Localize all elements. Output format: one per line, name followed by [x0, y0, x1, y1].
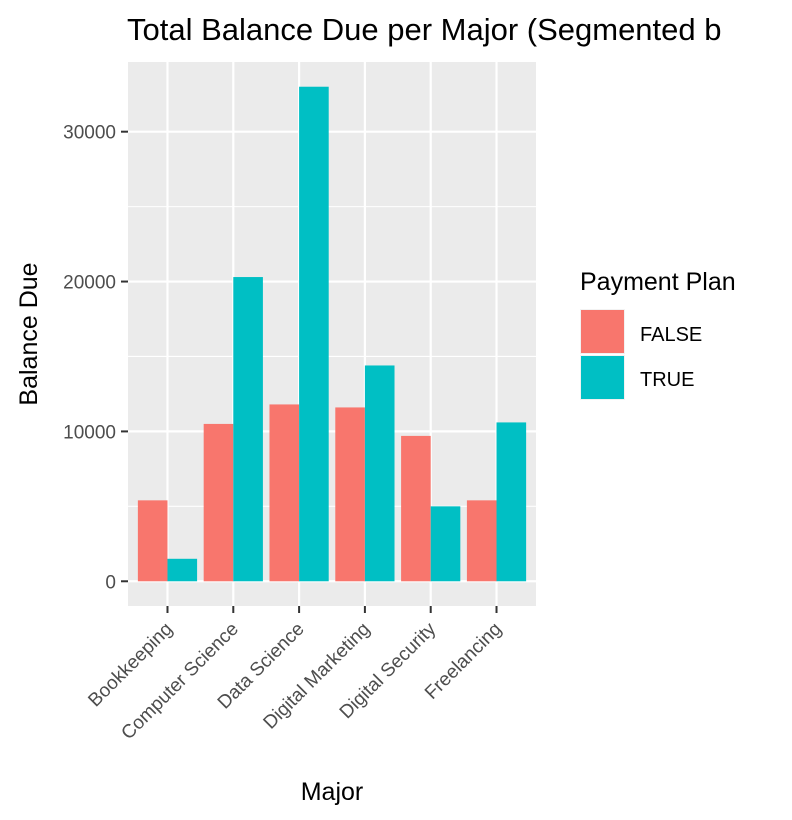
- legend-label-true: TRUE: [640, 369, 694, 391]
- bar-false: [137, 500, 168, 582]
- bar-true: [430, 506, 461, 582]
- bar-false: [269, 404, 300, 582]
- legend-title: Payment Plan: [580, 268, 736, 296]
- x-axis-title: Major: [301, 778, 364, 806]
- bar-false: [401, 435, 431, 582]
- bar-true: [364, 365, 395, 582]
- legend-label-false: FALSE: [640, 324, 702, 346]
- bar-true: [167, 558, 198, 582]
- y-tick-label: 20000: [63, 273, 116, 294]
- bar-false: [203, 423, 234, 582]
- x-tick-label: Computer Science: [117, 619, 242, 744]
- bar-false: [335, 407, 365, 582]
- y-tick-label: 0: [105, 572, 116, 593]
- y-axis-title: Balance Due: [15, 262, 43, 405]
- legend: Payment Plan FALSE TRUE: [580, 268, 736, 400]
- legend-key-false: [581, 310, 624, 353]
- bar-true: [496, 422, 527, 582]
- legend-key-true: [581, 356, 624, 399]
- y-tick-label: 30000: [63, 123, 116, 144]
- bar-true: [299, 86, 329, 582]
- chart-title: Total Balance Due per Major (Segmented b: [127, 12, 722, 47]
- bar-true: [233, 277, 263, 582]
- y-tick-label: 10000: [63, 422, 116, 443]
- bar-false: [466, 500, 497, 582]
- bars: [137, 86, 527, 582]
- y-axis: 0 10000 20000 30000: [63, 123, 128, 593]
